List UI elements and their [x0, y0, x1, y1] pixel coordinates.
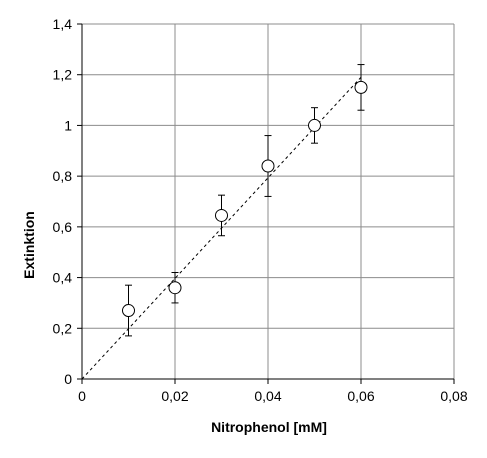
- y-tick-label: 1: [64, 117, 72, 133]
- y-tick-label: 0,6: [53, 219, 73, 235]
- y-tick-label: 0,2: [53, 320, 73, 336]
- data-points: [122, 80, 368, 318]
- axes: [77, 23, 455, 384]
- x-tick-label: 0: [78, 388, 86, 404]
- x-tick-label: 0,06: [347, 388, 374, 404]
- x-tick-label: 0,02: [161, 388, 188, 404]
- grid: [82, 23, 455, 379]
- y-tick-label: 0,4: [53, 270, 73, 286]
- data-point: [122, 304, 135, 318]
- x-tick-label: 0,08: [440, 388, 467, 404]
- data-point: [168, 281, 182, 295]
- x-tick-labels: 0 0,02 0,04 0,06 0,08: [78, 388, 468, 404]
- data-point: [354, 80, 368, 94]
- error-bars: [125, 64, 365, 337]
- data-point: [261, 159, 275, 173]
- y-tick-label: 1,4: [53, 16, 73, 32]
- x-axis-title: Nitrophenol [mM]: [211, 419, 327, 435]
- y-axis-title: Extinktion: [21, 211, 37, 279]
- data-point: [215, 208, 228, 222]
- y-tick-label: 1,2: [53, 67, 73, 83]
- y-tick-labels: 0 0,2 0,4 0,6 0,8 1 1,2 1,4: [53, 16, 73, 387]
- y-tick-label: 0: [64, 371, 72, 387]
- x-tick-label: 0,04: [254, 388, 281, 404]
- data-point: [308, 118, 321, 132]
- y-tick-label: 0,8: [53, 168, 73, 184]
